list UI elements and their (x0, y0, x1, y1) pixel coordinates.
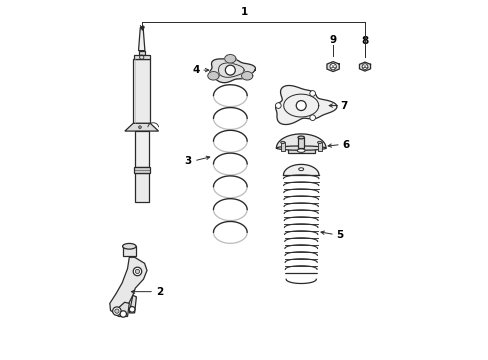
Circle shape (275, 103, 281, 108)
Polygon shape (326, 62, 339, 72)
Polygon shape (133, 55, 149, 59)
Circle shape (309, 91, 315, 96)
Polygon shape (129, 295, 136, 313)
Polygon shape (133, 167, 149, 173)
Circle shape (329, 63, 336, 70)
Polygon shape (133, 59, 150, 123)
Circle shape (112, 307, 121, 315)
Polygon shape (134, 173, 148, 202)
Polygon shape (317, 143, 321, 151)
Text: 5: 5 (335, 230, 343, 240)
Circle shape (296, 100, 305, 111)
Text: 7: 7 (340, 100, 347, 111)
Polygon shape (122, 246, 136, 256)
Ellipse shape (298, 168, 303, 171)
Polygon shape (280, 143, 285, 151)
Polygon shape (116, 302, 129, 316)
Polygon shape (275, 85, 336, 125)
Ellipse shape (122, 243, 136, 249)
Polygon shape (209, 59, 255, 83)
Polygon shape (276, 134, 325, 148)
Text: 4: 4 (193, 65, 200, 75)
Ellipse shape (317, 141, 321, 144)
Text: 9: 9 (329, 35, 336, 45)
Polygon shape (297, 138, 304, 148)
Ellipse shape (297, 149, 305, 152)
Polygon shape (207, 72, 219, 80)
Circle shape (133, 267, 142, 276)
Ellipse shape (280, 141, 285, 144)
Ellipse shape (297, 136, 304, 139)
Polygon shape (124, 123, 158, 131)
Polygon shape (224, 55, 236, 63)
Circle shape (115, 309, 119, 313)
Text: 6: 6 (342, 140, 349, 149)
Polygon shape (283, 165, 318, 175)
Circle shape (138, 126, 141, 129)
Circle shape (362, 64, 367, 69)
Circle shape (135, 269, 139, 274)
Text: 1: 1 (241, 7, 247, 17)
Polygon shape (359, 62, 370, 71)
Circle shape (120, 311, 126, 317)
Polygon shape (110, 257, 147, 315)
Text: 2: 2 (156, 287, 163, 297)
Polygon shape (241, 72, 252, 80)
Text: 3: 3 (184, 156, 191, 166)
Circle shape (225, 65, 235, 75)
Text: 8: 8 (361, 36, 368, 46)
Polygon shape (138, 28, 144, 51)
Circle shape (129, 306, 135, 312)
Circle shape (309, 115, 315, 121)
Ellipse shape (276, 146, 325, 150)
Polygon shape (287, 148, 314, 153)
Polygon shape (134, 131, 148, 167)
Polygon shape (139, 51, 144, 55)
